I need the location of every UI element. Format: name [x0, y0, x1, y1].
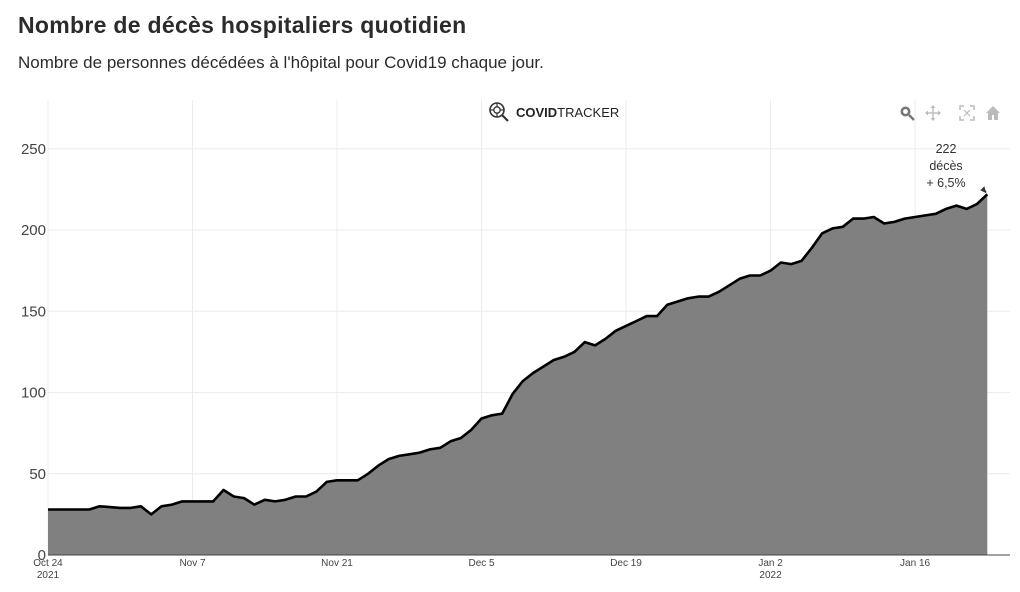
series-area	[48, 194, 988, 556]
annotation-arrowhead	[980, 186, 987, 194]
brand-bold: COVID	[516, 104, 558, 120]
covidtracker-logo-icon	[489, 102, 509, 122]
y-tick-label: 150	[21, 303, 46, 320]
page-title: Nombre de décès hospitaliers quotidien	[18, 12, 467, 38]
y-tick-label: 200	[21, 222, 46, 239]
zoom-icon[interactable]	[898, 104, 916, 122]
x-tick-label: Jan 16	[900, 558, 930, 569]
chart-annotation: 222 décès + 6,5%	[926, 142, 987, 194]
x-tick-label: Nov 21	[321, 558, 353, 569]
y-tick-label: 50	[29, 466, 46, 483]
page-subtitle: Nombre de personnes décédées à l'hôpital…	[18, 53, 544, 72]
annotation-unit: décès	[929, 159, 962, 173]
x-tick-label: Nov 7	[179, 558, 206, 569]
x-tick-label: Dec 5	[468, 558, 495, 569]
x-tick-label: Oct 24	[33, 558, 63, 569]
x-tick-year-label: 2022	[759, 570, 782, 581]
brand-light: TRACKER	[557, 104, 620, 120]
x-tick-label: Jan 2	[758, 558, 783, 569]
y-tick-label: 0	[38, 547, 46, 564]
autoscale-icon[interactable]	[958, 104, 976, 122]
annotation-value: 222	[936, 142, 957, 156]
brand-logo: COVID TRACKER	[488, 101, 619, 123]
x-tick-year-label: 2021	[37, 570, 60, 581]
home-icon[interactable]	[984, 104, 1002, 122]
y-tick-label: 100	[21, 385, 46, 402]
y-tick-label: 250	[21, 141, 46, 158]
chart-modebar	[898, 104, 1002, 122]
annotation-change: + 6,5%	[926, 176, 965, 190]
pan-icon[interactable]	[924, 104, 942, 122]
x-tick-label: Dec 19	[610, 558, 642, 569]
series-line	[48, 193, 989, 516]
chart-series	[48, 193, 989, 556]
